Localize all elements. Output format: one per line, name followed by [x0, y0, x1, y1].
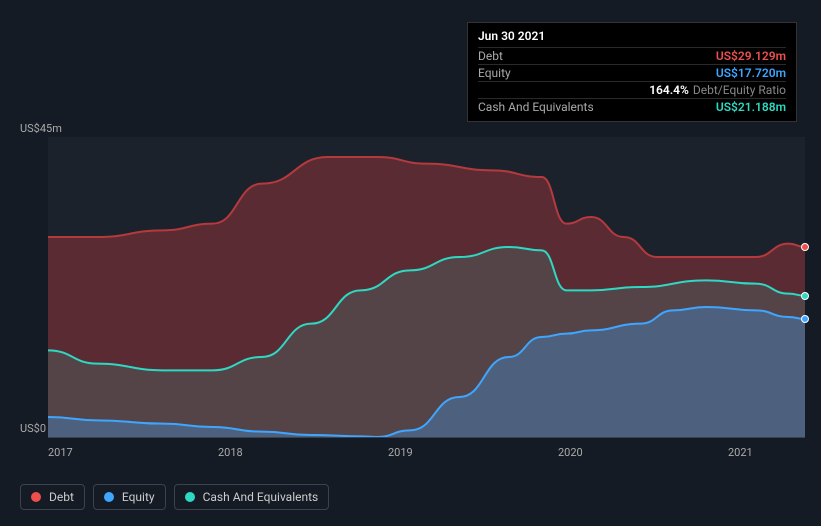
- legend-item[interactable]: Debt: [20, 484, 85, 510]
- data-point-marker: [801, 243, 809, 251]
- tooltip-ratio: 164.4%Debt/Equity Ratio: [649, 83, 786, 97]
- tooltip-label: Equity: [478, 66, 608, 80]
- x-axis-label: 2019: [388, 446, 413, 459]
- tooltip-row: 164.4%Debt/Equity Ratio: [478, 81, 786, 98]
- legend-label: Equity: [122, 490, 155, 504]
- tooltip-label: Debt: [478, 49, 608, 63]
- data-point-marker: [801, 292, 809, 300]
- chart-plot-area[interactable]: [48, 137, 805, 437]
- chart-tooltip: Jun 30 2021 Debt US$29.129m Equity US$17.72…: [467, 22, 797, 122]
- legend-dot-icon: [185, 492, 195, 502]
- x-axis-label: 2020: [558, 446, 583, 459]
- tooltip-value: US$17.720m: [716, 66, 786, 80]
- legend-label: Cash And Equivalents: [203, 490, 319, 504]
- tooltip-value: US$29.129m: [716, 49, 786, 63]
- x-axis-label: 2017: [48, 446, 73, 459]
- tooltip-label: [478, 83, 608, 97]
- chart-legend: Debt Equity Cash And Equivalents: [20, 484, 329, 510]
- x-axis-label: 2021: [728, 446, 753, 459]
- legend-item[interactable]: Cash And Equivalents: [174, 484, 330, 510]
- gridline-bottom: [48, 437, 805, 438]
- y-axis-label-max: US$45m: [20, 122, 62, 135]
- data-point-marker: [801, 315, 809, 323]
- tooltip-value: US$21.188m: [716, 100, 786, 114]
- legend-dot-icon: [31, 492, 41, 502]
- legend-label: Debt: [49, 490, 74, 504]
- tooltip-date: Jun 30 2021: [478, 29, 786, 43]
- tooltip-row: Cash And Equivalents US$21.188m: [478, 98, 786, 115]
- tooltip-row: Debt US$29.129m: [478, 47, 786, 64]
- tooltip-row: Equity US$17.720m: [478, 64, 786, 81]
- legend-item[interactable]: Equity: [93, 484, 166, 510]
- legend-dot-icon: [104, 492, 114, 502]
- financial-area-chart: US$45m US$0 2017 2018 2019 2020 2021: [20, 122, 805, 482]
- tooltip-label: Cash And Equivalents: [478, 100, 608, 114]
- y-axis-label-min: US$0: [20, 422, 46, 435]
- x-axis-label: 2018: [218, 446, 243, 459]
